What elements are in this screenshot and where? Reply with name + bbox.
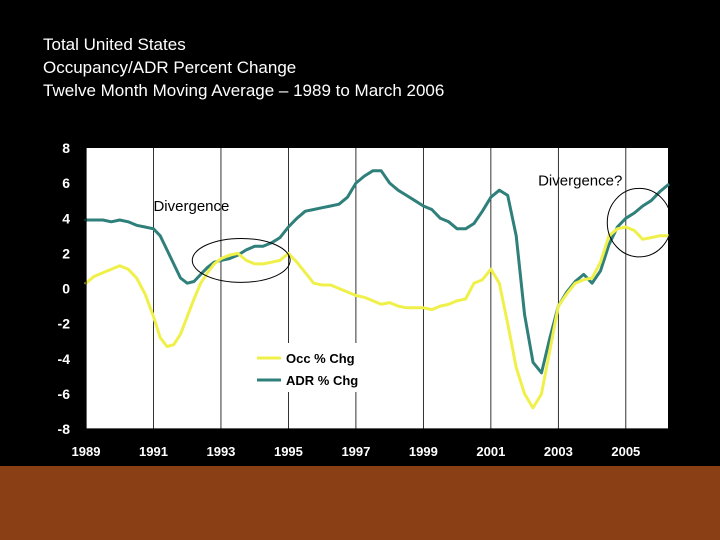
legend: Occ % Chg ADR % Chg — [249, 343, 370, 392]
annotation-label-1: Divergence — [153, 198, 229, 215]
title-line-3: Twelve Month Moving Average – 1989 to Ma… — [43, 81, 445, 100]
chart-title-block: Total United States Occupancy/ADR Percen… — [43, 33, 444, 102]
grid-layer — [153, 148, 627, 429]
title-line-1: Total United States — [43, 35, 186, 54]
y-tick-label: -6 — [58, 386, 71, 402]
x-tick-label: 2003 — [544, 444, 573, 459]
legend-label-occ: Occ % Chg — [286, 351, 355, 366]
line-chart: Divergence Divergence? 5.9% 3.0% 8 6 4 2 0 -2 -4 -… — [57, 140, 706, 459]
x-tick-label: 1999 — [409, 444, 438, 459]
highlight-ellipse-1 — [191, 237, 291, 283]
y-tick-label: 4 — [62, 210, 70, 226]
annotation-label-4: 3.0% — [671, 230, 705, 247]
footer-bar — [0, 466, 720, 540]
series-layer — [84, 169, 670, 410]
annotation-label-3: 5.9% — [671, 177, 705, 194]
annotation-layer: Divergence Divergence? 5.9% 3.0% — [153, 172, 706, 283]
y-tick-label: 2 — [62, 245, 70, 261]
highlight-ellipse-2 — [606, 187, 672, 258]
x-tick-label: 1989 — [72, 444, 101, 459]
y-tick-label: -2 — [58, 316, 71, 332]
x-tick-label: 2001 — [476, 444, 505, 459]
title-line-2: Occupancy/ADR Percent Change — [43, 58, 297, 77]
y-tick-label: -8 — [58, 421, 71, 437]
legend-box — [249, 343, 370, 392]
x-tick-label: 1991 — [139, 444, 168, 459]
x-tick-label: 1997 — [341, 444, 370, 459]
y-tick-label: 6 — [62, 175, 70, 191]
x-tick-label: 2005 — [611, 444, 640, 459]
plot-area — [86, 148, 668, 429]
x-tick-label: 1995 — [274, 444, 303, 459]
annotation-label-2: Divergence? — [538, 172, 622, 189]
y-tick-label: 8 — [62, 140, 70, 156]
x-tick-label: 1993 — [206, 444, 235, 459]
y-tick-label: 0 — [62, 281, 70, 297]
y-tick-label: -4 — [58, 351, 71, 367]
series-line-occ — [84, 225, 670, 410]
legend-label-adr: ADR % Chg — [286, 373, 358, 388]
